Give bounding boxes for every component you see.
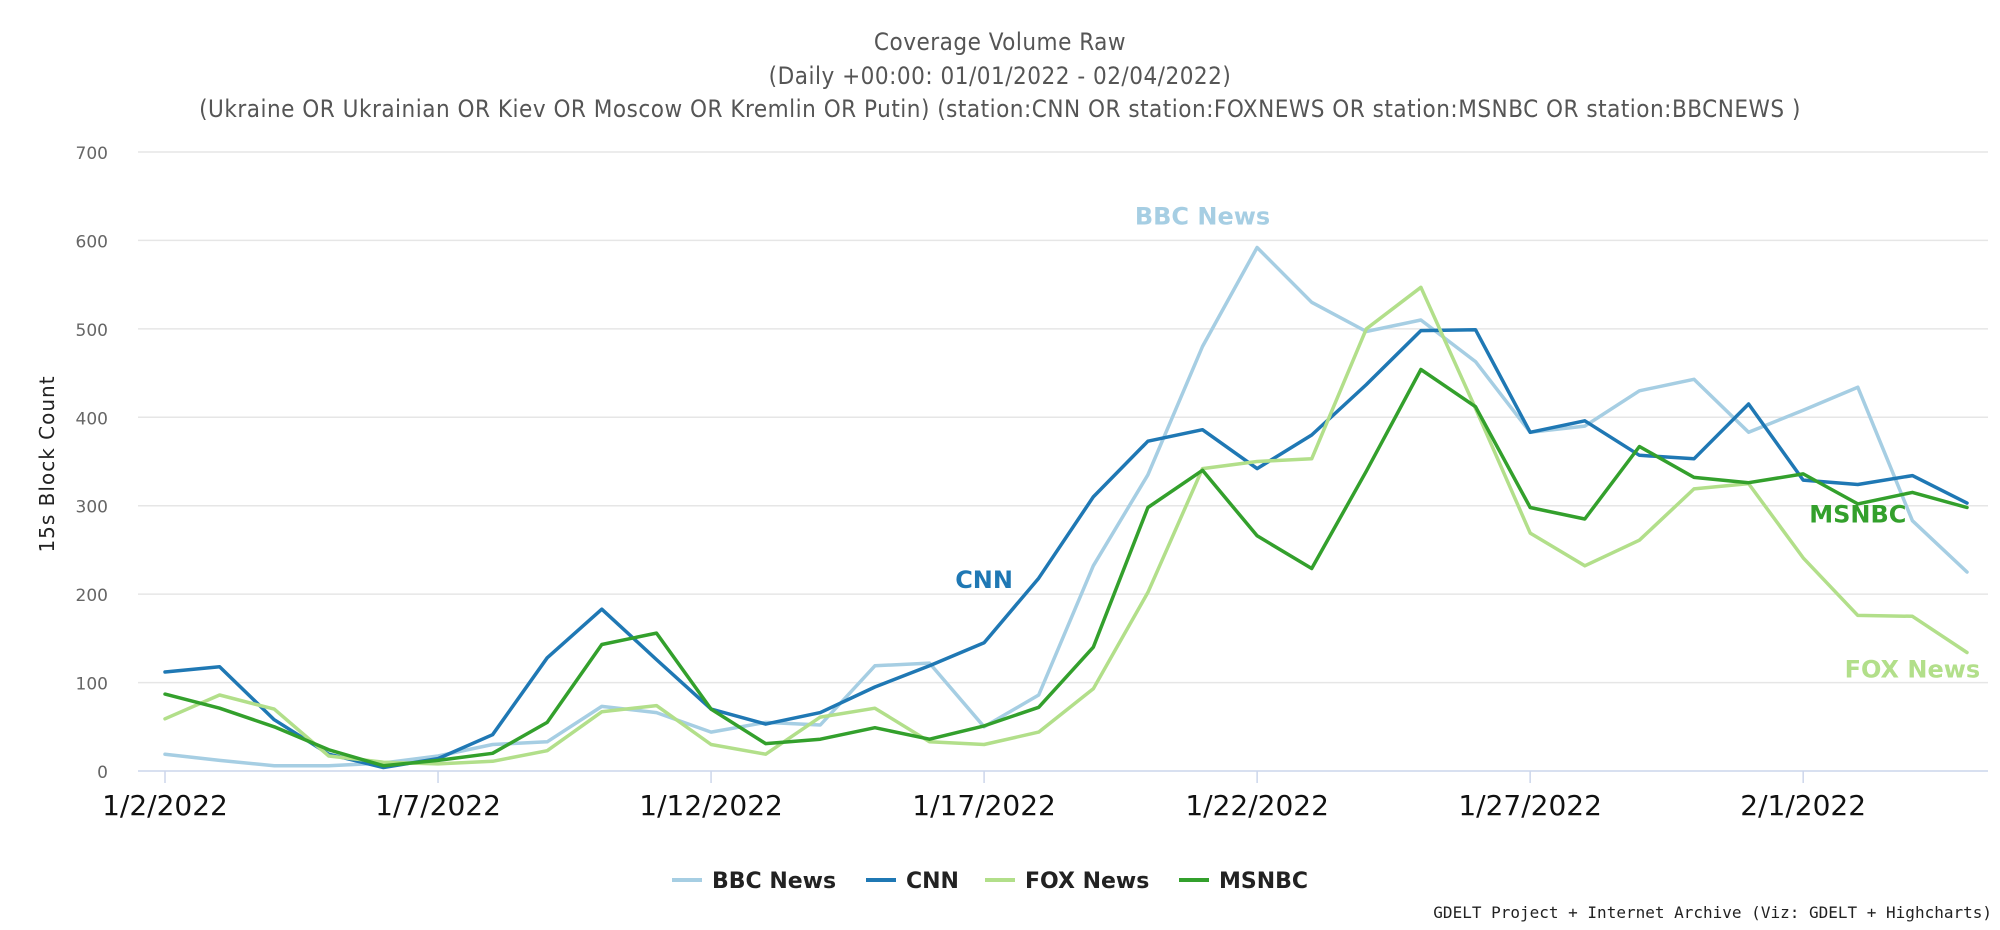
series-annotation-label: BBC News [1135,203,1270,231]
x-tick-label: 1/2/2022 [102,789,228,822]
chart-subtitle-date-range: (Daily +00:00: 01/01/2022 - 02/04/2022) [768,62,1232,90]
y-tick-label: 400 [76,409,108,429]
x-tick-label: 1/7/2022 [375,789,501,822]
y-tick-label: 500 [76,321,108,341]
y-tick-label: 300 [76,498,108,518]
y-tick-label: 0 [97,763,108,783]
legend-item-fox-news[interactable]: FOX News [985,869,1149,894]
y-tick-label: 100 [76,675,108,695]
chart-subtitle-query: (Ukraine OR Ukrainian OR Kiev OR Moscow … [199,95,1801,123]
series-line-fox-news[interactable] [163,285,1969,766]
chart-title: Coverage Volume Raw [873,28,1127,56]
series-annotation-label: MSNBC [1809,501,1906,529]
legend: BBC News CNN FOX News MSNBC [672,869,1308,894]
series-line-bbc-news[interactable] [163,245,1969,768]
x-tick-label: 2/1/2022 [1740,789,1866,822]
legend-label: BBC News [712,869,836,894]
series-annotation-label: FOX News [1845,655,1981,683]
x-tick-label: 1/17/2022 [912,789,1056,822]
series-annotation-label: CNN [955,566,1013,594]
y-tick-label: 700 [76,144,108,164]
y-tick-label: 200 [76,586,108,606]
legend-label: MSNBC [1219,869,1308,894]
y-tick-label: 600 [76,232,108,252]
x-tick-label: 1/22/2022 [1185,789,1329,822]
chart-credits: GDELT Project + Internet Archive (Viz: G… [1433,903,1992,922]
x-axis: 1/2/2022 1/7/2022 1/12/2022 1/17/2022 1/22/2… [102,770,1988,822]
y-axis: 0 100 200 300 400 500 600 700 [76,144,108,783]
series-line-msnbc[interactable] [163,367,1969,768]
series-lines [163,245,1969,770]
legend-item-msnbc[interactable]: MSNBC [1179,869,1308,894]
x-tick-label: 1/12/2022 [639,789,783,822]
legend-item-bbc-news[interactable]: BBC News [672,869,836,894]
x-tick-label: 1/27/2022 [1458,789,1602,822]
series-annotations: BBC News CNN MSNBC FOX News [955,203,1980,684]
series-line-cnn[interactable] [163,327,1969,770]
legend-item-cnn[interactable]: CNN [866,869,959,894]
legend-label: CNN [906,869,959,894]
gridlines [138,151,1988,684]
legend-label: FOX News [1025,869,1149,894]
